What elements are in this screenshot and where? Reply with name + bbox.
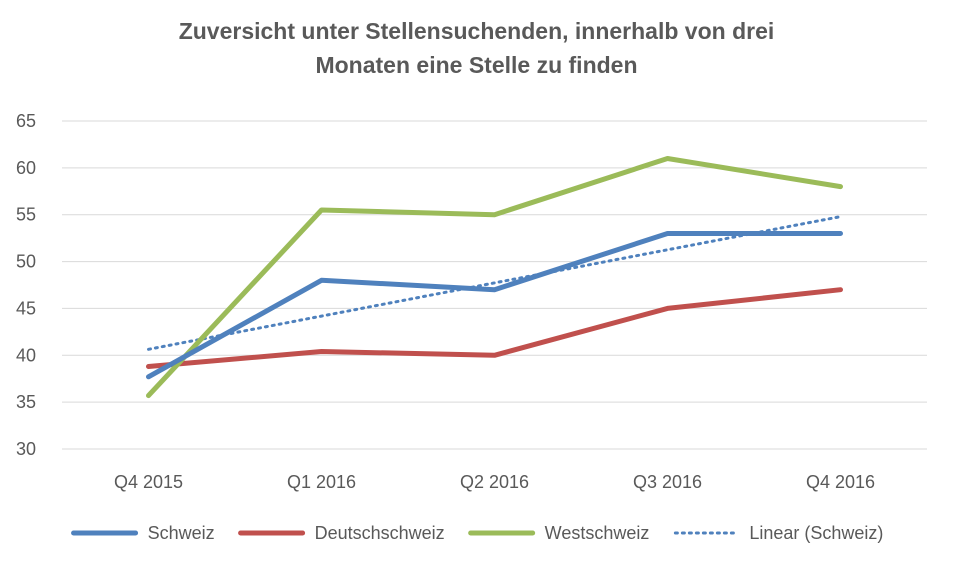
legend: Schweiz Deutschschweiz Westschweiz Linear (… — [71, 523, 883, 543]
y-tick-label: 55 — [16, 205, 36, 225]
y-tick-label: 65 — [16, 111, 36, 131]
legend-item-westschweiz: Westschweiz — [468, 523, 650, 543]
y-tick-label: 60 — [16, 158, 36, 178]
x-tick-label: Q2 2016 — [460, 472, 529, 492]
series-line-westschweiz — [146, 156, 843, 399]
legend-label: Schweiz — [148, 523, 215, 543]
legend-item-deutschschweiz: Deutschschweiz — [238, 523, 445, 543]
y-tick-label: 35 — [16, 392, 36, 412]
y-tick-label: 50 — [16, 252, 36, 272]
chart-title-line-1: Zuversicht unter Stellensuchenden, inner… — [178, 18, 775, 44]
y-tick-label: 40 — [16, 345, 36, 365]
legend-label: Deutschschweiz — [315, 523, 445, 543]
series-line-deutschschweiz — [146, 287, 843, 369]
x-tick-label: Q4 2015 — [114, 472, 183, 492]
legend-item-schweiz: Schweiz — [71, 523, 215, 543]
y-tick-label: 30 — [16, 439, 36, 459]
x-tick-label: Q3 2016 — [633, 472, 702, 492]
x-tick-label: Q4 2016 — [806, 472, 875, 492]
x-axis-ticks: Q4 2015 Q1 2016 Q2 2016 Q3 2016 Q4 2016 — [114, 472, 875, 492]
x-tick-label: Q1 2016 — [287, 472, 356, 492]
series-line-linear-schweiz — [147, 215, 842, 351]
legend-label: Westschweiz — [545, 523, 650, 543]
chart-title-line-2: Monaten eine Stelle zu finden — [315, 52, 638, 78]
gridlines — [62, 120, 927, 450]
y-tick-label: 45 — [16, 298, 36, 318]
series-line-schweiz — [146, 231, 843, 380]
chart-title: Zuversicht unter Stellensuchenden, inner… — [60, 14, 893, 82]
y-axis-ticks: 30 35 40 45 50 55 60 65 — [16, 111, 36, 459]
legend-label: Linear (Schweiz) — [749, 523, 883, 543]
legend-item-linear-schweiz: Linear (Schweiz) — [673, 523, 883, 543]
series-lines — [146, 156, 843, 399]
